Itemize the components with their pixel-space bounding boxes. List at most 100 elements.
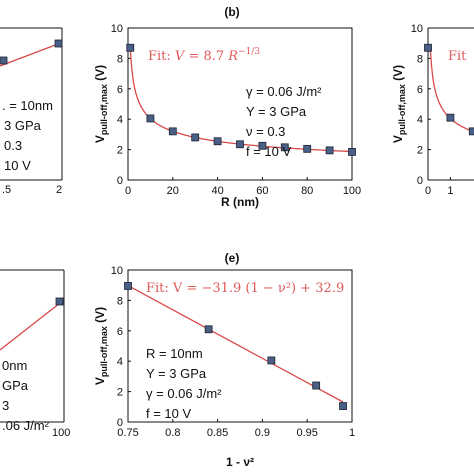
panel-b-point [213,137,222,146]
panel-b-point [191,133,200,142]
panel-b-label: (b) [224,5,239,19]
panel-b-point [168,127,177,136]
panel-e-ylabel: Vpull-off,max (V) [93,307,109,385]
panel-c-xtick-label: 1 [447,185,453,197]
panel-b-param-0: γ = 0.06 J/m² [246,84,322,99]
panel-c-xtick-label: 0 [425,185,431,197]
panel-e-ytick-label: 2 [117,387,123,399]
panel-e-ylabel-main: V [93,377,107,385]
panel-e-xtick-label: 0.9 [255,427,270,439]
panel-c: 0 2 4 6 8 10 0 1 Vpull-off,max (V) Fit [391,23,474,197]
panel-e-param-1: Y = 3 GPa [146,366,207,381]
panel-b-ytick-label: 4 [117,114,123,126]
panel-b-points [126,43,356,156]
panel-e-xtick-label: 0.8 [165,427,180,439]
panel-e-fit-label: Fit: V = −31.9 (1 − ν²) + 32.9 [146,281,344,296]
panel-b-xlabel: R (nm) [221,195,259,209]
panel-d: 100 0nm GPa 3 .06 J/m² [0,269,70,439]
panel-e-ytick-label: 10 [111,265,123,277]
panel-e-point [267,356,276,365]
panel-c-ytick-label: 0 [417,175,423,187]
panel-b-xtick-label: 20 [167,185,179,197]
panel-e-xtick-label: 0.95 [296,427,317,439]
svg-text:Vpull-off,max (V): Vpull-off,max (V) [93,307,109,385]
panel-b-point [236,140,244,149]
svg-text:Vpull-off,max (V): Vpull-off,max (V) [391,65,407,143]
panel-e-ytick-label: 0 [117,417,123,429]
panel-c-ylabel-unit: (V) [391,65,405,84]
panel-e: (e) 0 2 4 6 8 10 0.75 0.8 0.85 0.9 0.95 1 Vpull-off… [93,251,355,469]
panel-e-param-2: γ = 0.06 J/m² [146,386,222,401]
panel-b-point [258,141,267,150]
panel-a: .5 2 . = 10nm 3 GPa 0.3 10 V [0,27,63,196]
panel-c-fit-label: Fit [448,49,467,64]
panel-e-point [124,282,132,290]
panel-d-point [55,297,64,306]
panel-b-param-3: f = 10 V [246,144,291,159]
panel-b-param-1: Y = 3 GPa [246,104,307,119]
panel-e-ytick-label: 6 [117,326,123,338]
panel-e-frame [127,269,353,423]
panel-b-fit-label: Fit: V = 8.7 R−1/3 [148,47,260,64]
panel-b-ylabel-sub: pull-off,max [99,84,109,135]
panel-d-param-1: GPa [2,378,29,393]
panel-c-ticks: 0 2 4 6 8 10 0 1 [411,23,454,197]
panel-b-ylabel: Vpull-off,max (V) [93,65,109,143]
panel-c-ytick-label: 4 [417,114,423,126]
panel-a-param-1: 3 GPa [4,118,42,133]
panel-c-ytick-label: 10 [411,23,423,35]
svg-text:Vpull-off,max (V): Vpull-off,max (V) [93,65,109,143]
panel-c-point [468,127,474,136]
panel-b-ylabel-main: V [93,135,107,143]
panel-a-param-0: . = 10nm [2,98,53,113]
panel-b-ytick-label: 2 [117,145,123,157]
panel-e-xtick-label: 0.85 [207,427,228,439]
panel-d-xtick-0: 100 [52,427,70,439]
panel-b-ylabel-unit: (V) [93,65,107,84]
panel-e-ticks: 0 2 4 6 8 10 0.75 0.8 0.85 0.9 0.95 1 [111,265,355,439]
panel-b-point [280,143,289,152]
panel-b-xtick-label: 60 [256,185,268,197]
panel-c-ytick-label: 8 [417,53,423,65]
panel-b-point [325,146,334,155]
panel-a-xtick-1: 2 [56,184,62,196]
panel-c-ylabel-sub: pull-off,max [397,84,407,135]
panel-e-label: (e) [225,251,240,265]
panel-b-point [146,114,155,123]
panel-e-point [312,381,321,390]
panel-e-points [124,282,347,410]
panel-c-points [424,43,474,136]
panel-a-point [0,56,8,65]
panel-b-point [348,147,356,156]
panel-e-fit-line [127,285,344,403]
panel-e-point [204,325,213,334]
panel-b-ytick-label: 10 [111,23,123,35]
panel-b-point [126,43,135,52]
panel-a-param-3: 10 V [4,158,31,173]
panel-b-point [303,144,312,153]
panel-c-ytick-label: 2 [417,145,423,157]
panel-a-param-2: 0.3 [4,138,22,153]
panel-b-ytick-label: 8 [117,53,123,65]
panel-e-ylabel-unit: (V) [93,307,107,326]
panel-b-param-2: ν = 0.3 [246,124,285,139]
panel-d-param-2: 3 [2,398,9,413]
panel-c-ytick-label: 6 [417,84,423,96]
panel-c-point [424,43,432,52]
panel-e-xtick-label: 0.75 [117,427,138,439]
panel-e-xtick-label: 1 [349,427,355,439]
panel-a-point [54,39,63,48]
panel-d-param-0: 0nm [2,358,27,373]
panel-e-xlabel: 1 - ν² [226,455,254,469]
panel-a-xtick-0: .5 [2,184,11,196]
panel-e-point [339,402,347,410]
panel-b-xtick-label: 100 [343,185,361,197]
panel-a-marks [0,39,63,67]
panel-d-param-3: .06 J/m² [2,418,50,433]
panel-c-ylabel: Vpull-off,max (V) [391,65,407,143]
panel-e-ylabel-sub: pull-off,max [99,326,109,377]
panel-b-xtick-label: 40 [211,185,223,197]
panel-e-param-3: f = 10 V [146,406,191,421]
